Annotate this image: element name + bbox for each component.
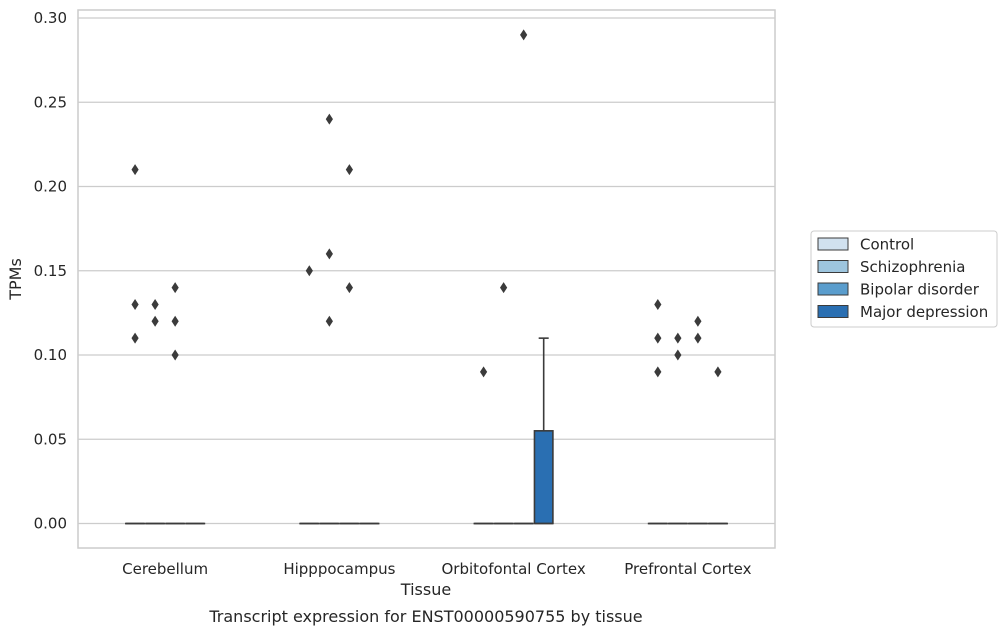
outlier-point (171, 349, 179, 361)
outlier-point (500, 282, 508, 294)
x-tick-label: Cerebellum (122, 560, 208, 578)
y-tick-label: 0.15 (34, 262, 67, 280)
outlier-point (325, 248, 333, 260)
legend: Control Schizophrenia Bipolar disorder Majo… (810, 230, 998, 328)
outlier-point (131, 164, 139, 176)
outlier-point (325, 113, 333, 125)
legend-swatch (817, 305, 849, 318)
outlier-point (305, 265, 313, 277)
outlier-point (325, 315, 333, 327)
outlier-point (694, 315, 702, 327)
x-tick-label: Prefrontal Cortex (624, 560, 751, 578)
chart-title: Transcript expression for ENST0000059075… (208, 607, 642, 626)
outlier-point (171, 282, 179, 294)
x-axis-title: Tissue (400, 580, 451, 599)
box (533, 430, 554, 525)
x-tick-label: Hipppocampus (283, 560, 395, 578)
legend-swatch (817, 237, 849, 251)
outlier-point (714, 366, 722, 378)
outlier-point (654, 366, 662, 378)
y-axis-ticks: 0.00 0.05 0.10 0.15 0.20 0.25 0.30 (34, 9, 67, 533)
outlier-point (151, 315, 159, 327)
legend-label: Control (860, 236, 914, 254)
outlier-point (131, 298, 139, 310)
outlier-point (131, 332, 139, 344)
outlier-point (654, 298, 662, 310)
legend-label: Schizophrenia (860, 258, 965, 276)
y-tick-label: 0.25 (34, 93, 67, 111)
outlier-point (345, 164, 353, 176)
y-tick-label: 0.30 (34, 9, 67, 27)
y-tick-label: 0.00 (34, 515, 67, 533)
box-series (125, 29, 728, 525)
x-tick-label: Orbitofontal Cortex (442, 560, 586, 578)
outlier-point (520, 29, 528, 41)
outlier-point (654, 332, 662, 344)
x-axis-ticks: Cerebellum Hipppocampus Orbitofontal Corte… (122, 560, 751, 578)
legend-swatch (817, 282, 849, 296)
y-tick-label: 0.05 (34, 430, 67, 448)
y-tick-label: 0.20 (34, 178, 67, 196)
outlier-point (345, 282, 353, 294)
outlier-point (674, 349, 682, 361)
outlier-point (479, 366, 488, 378)
legend-frame (810, 230, 998, 328)
outlier-point (674, 332, 682, 344)
y-tick-label: 0.10 (34, 346, 67, 364)
plot-area-frame (77, 9, 776, 549)
legend-label: Major depression (860, 303, 988, 321)
legend-label: Bipolar disorder (860, 281, 980, 299)
outlier-point (171, 315, 179, 327)
outlier-point (694, 332, 702, 344)
legend-swatch (817, 260, 849, 273)
y-axis-title: TPMs (6, 258, 25, 301)
outlier-point (151, 298, 159, 310)
gridlines (78, 17, 775, 525)
